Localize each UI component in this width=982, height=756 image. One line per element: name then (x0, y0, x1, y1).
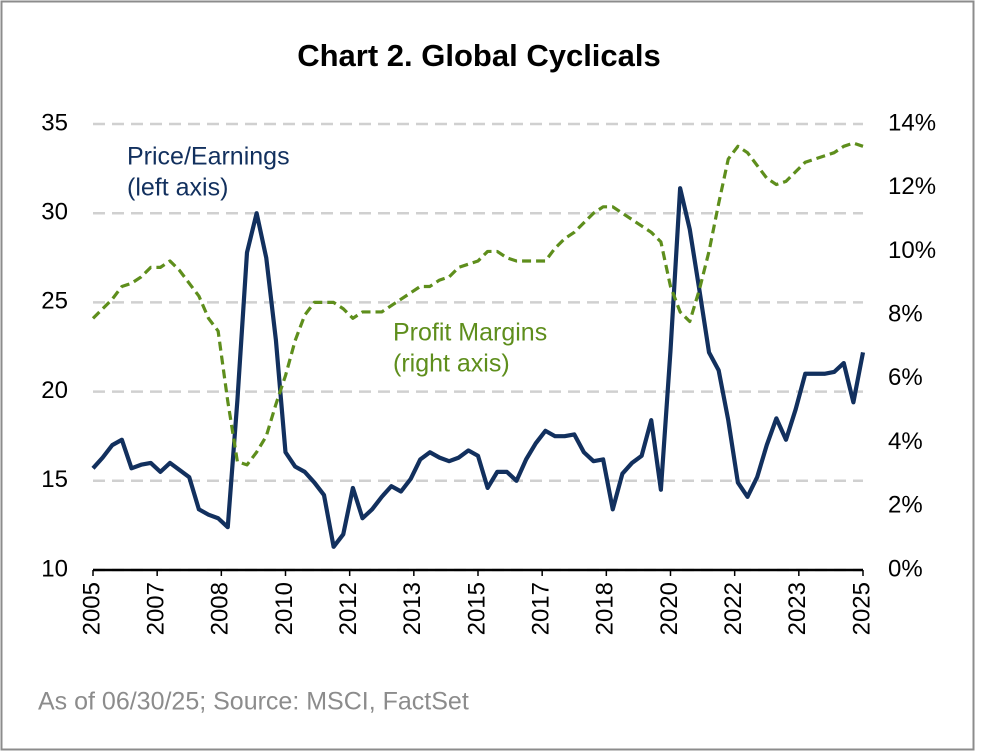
annotation: (right axis) (393, 350, 510, 378)
y2-tick-label: 10% (888, 237, 936, 264)
annotation: Profit Margins (393, 319, 547, 347)
x-tick-label: 2025 (848, 582, 875, 635)
y2-tick-label: 6% (888, 364, 923, 391)
y2-tick-label: 2% (888, 492, 923, 519)
x-tick-label: 2010 (271, 582, 298, 635)
x-tick-label: 2005 (78, 582, 105, 635)
x-tick-label: 2018 (592, 582, 619, 635)
x-tick-label: 2020 (656, 582, 683, 635)
y-tick-label: 20 (41, 377, 68, 404)
annotation: (left axis) (127, 174, 228, 202)
y-tick-label: 25 (41, 288, 68, 315)
x-tick-label: 2008 (207, 582, 234, 635)
x-tick-label: 2013 (399, 582, 426, 635)
y2-tick-label: 12% (888, 173, 936, 200)
x-tick-label: 2015 (463, 582, 490, 635)
series-line (91, 186, 866, 549)
y2-tick-label: 4% (888, 428, 923, 455)
y-tick-label: 10 (41, 555, 68, 582)
x-tick-label: 2017 (528, 582, 555, 635)
y-tick-label: 15 (41, 466, 68, 493)
series-line (91, 141, 864, 467)
x-tick-label: 2023 (784, 582, 811, 635)
x-tick-label: 2022 (720, 582, 747, 635)
y2-tick-label: 8% (888, 300, 923, 327)
chart-title: Chart 2. Global Cyclicals (297, 38, 661, 73)
annotation: Price/Earnings (127, 143, 290, 171)
x-tick-label: 2007 (143, 582, 170, 635)
source-note: As of 06/30/25; Source: MSCI, FactSet (38, 688, 469, 716)
y2-tick-label: 0% (888, 555, 923, 582)
y-tick-label: 30 (41, 199, 68, 226)
y2-tick-label: 14% (888, 109, 936, 136)
y-tick-label: 35 (41, 109, 68, 136)
x-tick-label: 2012 (335, 582, 362, 635)
